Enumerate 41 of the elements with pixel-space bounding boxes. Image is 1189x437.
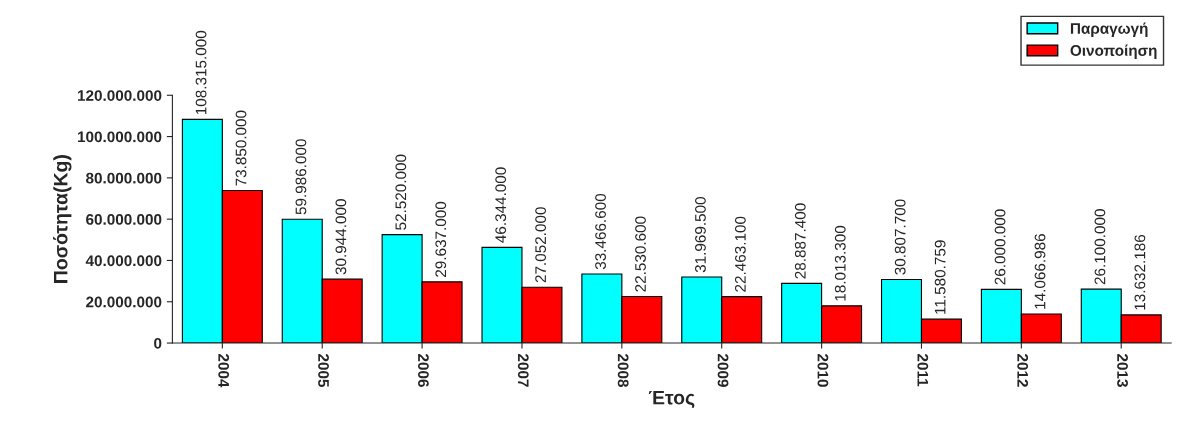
y-tick-label: 100.000.000 (78, 131, 162, 143)
y-tick-label: 120.000.000 (78, 90, 162, 101)
data-label: 73.850.000 (235, 110, 247, 186)
legend-label: Παραγωγή (1070, 22, 1148, 37)
data-label: 27.052.000 (535, 207, 547, 283)
x-axis-title: Έτος (648, 390, 695, 409)
data-label: 28.887.400 (794, 203, 806, 279)
data-label: 52.520.000 (395, 154, 407, 230)
data-label: 13.632.186 (1134, 234, 1146, 310)
x-tick-label: 2013 (1117, 353, 1128, 387)
x-tick-label: 2006 (417, 353, 429, 387)
data-label: 18.013.300 (834, 225, 846, 301)
x-tick-label: 2011 (917, 353, 929, 387)
y-tick-label: 60.000.000 (86, 214, 162, 225)
data-label: 11.580.759 (934, 240, 946, 314)
data-label: 14.066.986 (1034, 234, 1046, 309)
x-tick-label: 2004 (218, 353, 230, 388)
data-label: 31.969.500 (695, 197, 706, 273)
y-tick-label: 40.000.000 (85, 255, 162, 267)
data-label: 33.466.600 (595, 193, 606, 270)
x-tick-label: 2009 (717, 353, 729, 387)
x-tick-label: 2007 (517, 353, 529, 387)
legend-label: Οινοποίηση (1070, 44, 1157, 59)
data-label: 29.637.000 (435, 201, 447, 277)
y-tick-label: 0 (154, 337, 162, 349)
x-tick-label: 2012 (1017, 353, 1029, 387)
data-label: 26.000.000 (994, 209, 1006, 285)
data-label: 46.344.000 (495, 167, 507, 243)
data-label: 22.530.600 (635, 216, 646, 292)
y-tick-label: 20.000.000 (86, 296, 162, 308)
x-tick-label: 2008 (617, 353, 629, 387)
y-axis-title: Ποσότητα(Kg) (53, 155, 72, 283)
data-label: 59.986.000 (295, 139, 307, 215)
data-label: 30.944.000 (335, 199, 347, 275)
x-tick-label: 2010 (817, 353, 829, 387)
data-label: 26.100.000 (1094, 209, 1106, 285)
data-label: 22.463.100 (734, 216, 746, 292)
data-label: 108.315.000 (195, 30, 207, 115)
data-label: 30.807.700 (894, 199, 906, 275)
y-tick-label: 80.000.000 (86, 172, 162, 184)
x-tick-label: 2005 (318, 353, 329, 388)
